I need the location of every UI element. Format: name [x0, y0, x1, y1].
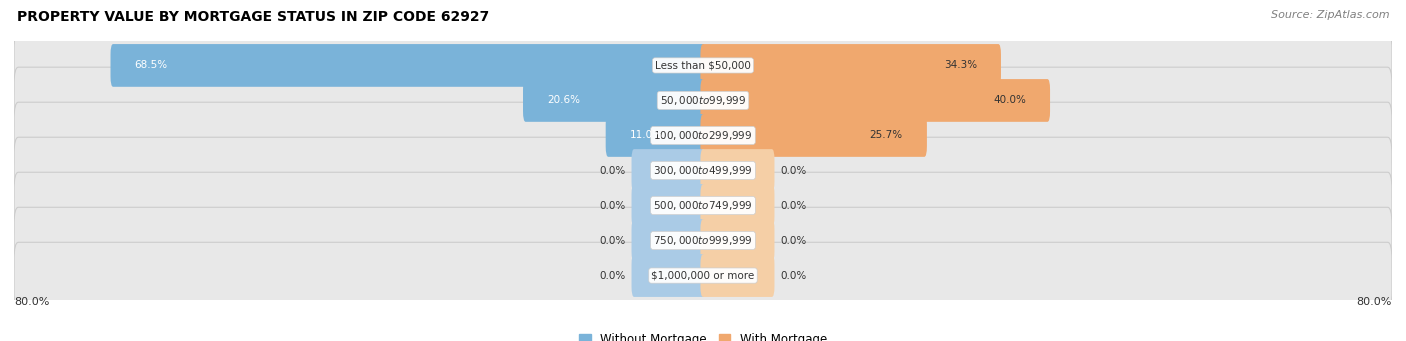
Text: $1,000,000 or more: $1,000,000 or more	[651, 270, 755, 281]
FancyBboxPatch shape	[111, 44, 706, 87]
Text: $750,000 to $999,999: $750,000 to $999,999	[654, 234, 752, 247]
FancyBboxPatch shape	[14, 137, 1392, 204]
Text: Source: ZipAtlas.com: Source: ZipAtlas.com	[1271, 10, 1389, 20]
Legend: Without Mortgage, With Mortgage: Without Mortgage, With Mortgage	[574, 329, 832, 341]
Text: Less than $50,000: Less than $50,000	[655, 60, 751, 71]
Text: 68.5%: 68.5%	[135, 60, 167, 71]
FancyBboxPatch shape	[700, 79, 1050, 122]
FancyBboxPatch shape	[14, 102, 1392, 169]
Text: 0.0%: 0.0%	[780, 236, 807, 246]
Text: 40.0%: 40.0%	[993, 95, 1026, 105]
Text: $100,000 to $299,999: $100,000 to $299,999	[654, 129, 752, 142]
Text: 0.0%: 0.0%	[599, 201, 626, 210]
FancyBboxPatch shape	[631, 149, 706, 192]
Text: 0.0%: 0.0%	[599, 165, 626, 176]
FancyBboxPatch shape	[14, 172, 1392, 239]
Text: 0.0%: 0.0%	[599, 236, 626, 246]
FancyBboxPatch shape	[700, 149, 775, 192]
FancyBboxPatch shape	[700, 254, 775, 297]
Text: 0.0%: 0.0%	[780, 201, 807, 210]
FancyBboxPatch shape	[631, 254, 706, 297]
Text: 34.3%: 34.3%	[943, 60, 977, 71]
FancyBboxPatch shape	[700, 114, 927, 157]
FancyBboxPatch shape	[606, 114, 706, 157]
Text: 80.0%: 80.0%	[1357, 297, 1392, 307]
FancyBboxPatch shape	[14, 67, 1392, 134]
FancyBboxPatch shape	[700, 184, 775, 227]
FancyBboxPatch shape	[14, 242, 1392, 309]
Text: 0.0%: 0.0%	[780, 270, 807, 281]
FancyBboxPatch shape	[631, 219, 706, 262]
Text: 11.0%: 11.0%	[630, 131, 662, 140]
Text: 25.7%: 25.7%	[870, 131, 903, 140]
FancyBboxPatch shape	[14, 207, 1392, 274]
Text: $300,000 to $499,999: $300,000 to $499,999	[654, 164, 752, 177]
Text: $50,000 to $99,999: $50,000 to $99,999	[659, 94, 747, 107]
FancyBboxPatch shape	[14, 32, 1392, 99]
Text: 0.0%: 0.0%	[780, 165, 807, 176]
FancyBboxPatch shape	[523, 79, 706, 122]
Text: 80.0%: 80.0%	[14, 297, 49, 307]
FancyBboxPatch shape	[631, 184, 706, 227]
Text: PROPERTY VALUE BY MORTGAGE STATUS IN ZIP CODE 62927: PROPERTY VALUE BY MORTGAGE STATUS IN ZIP…	[17, 10, 489, 24]
FancyBboxPatch shape	[700, 44, 1001, 87]
Text: 0.0%: 0.0%	[599, 270, 626, 281]
FancyBboxPatch shape	[700, 219, 775, 262]
Text: 20.6%: 20.6%	[547, 95, 581, 105]
Text: $500,000 to $749,999: $500,000 to $749,999	[654, 199, 752, 212]
